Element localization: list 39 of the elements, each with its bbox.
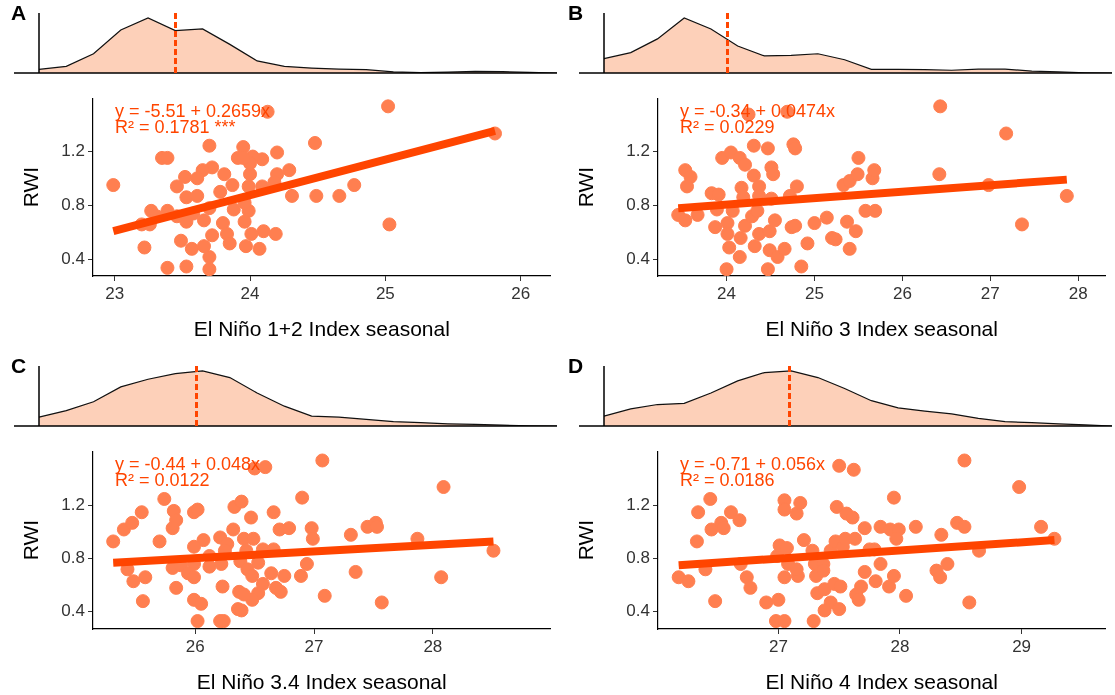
y-tick-label: 1.2	[61, 495, 85, 515]
x-tick-label: 27	[304, 636, 324, 656]
y-tick-label: 0.8	[61, 548, 85, 568]
x-tick-label: 27	[980, 283, 1000, 303]
y-tick-label: 0.8	[61, 195, 85, 215]
x-tick-label: 24	[717, 283, 737, 303]
y-tick-label: 0.8	[626, 548, 650, 568]
x-tick-label: 24	[240, 283, 260, 303]
x-tick-label: 28	[423, 636, 443, 656]
chart-title: C	[11, 354, 27, 378]
x-tick-label: 25	[375, 283, 395, 303]
y-axis-title: RWI	[574, 166, 598, 208]
y-tick-label: 1.2	[626, 495, 650, 515]
y-axis-title: RWI	[19, 166, 43, 208]
x-tick-label: 26	[511, 283, 531, 303]
x-tick-label: 27	[768, 636, 788, 656]
x-tick-label: 29	[1012, 636, 1032, 656]
x-tick-label: 28	[1068, 283, 1088, 303]
chart-title: B	[568, 1, 584, 25]
y-axis-title: RWI	[19, 519, 43, 561]
y-tick-label: 0.4	[626, 249, 650, 269]
y-tick-label: 0.8	[626, 195, 650, 215]
y-tick-label: 0.4	[61, 601, 85, 621]
y-tick-label: 0.4	[626, 601, 650, 621]
x-tick-label: 25	[805, 283, 824, 303]
x-axis-title: El Niño 1+2 Index seasonal	[193, 317, 450, 341]
y-tick-label: 0.4	[61, 249, 85, 269]
x-tick-label: 28	[890, 636, 910, 656]
chart-title: A	[11, 1, 27, 25]
y-tick-label: 1.2	[626, 140, 650, 160]
x-axis-title: El Niño 3.4 Index seasonal	[196, 670, 447, 694]
x-tick-label: 26	[185, 636, 205, 656]
chart-title: D	[568, 354, 584, 378]
y-axis-title: RWI	[574, 519, 598, 561]
y-tick-label: 1.2	[61, 140, 85, 160]
x-axis-title: El Niño 4 Index seasonal	[765, 670, 998, 694]
x-tick-label: 23	[105, 283, 125, 303]
x-axis-title: El Niño 3 Index seasonal	[765, 317, 998, 341]
x-tick-label: 26	[892, 283, 912, 303]
